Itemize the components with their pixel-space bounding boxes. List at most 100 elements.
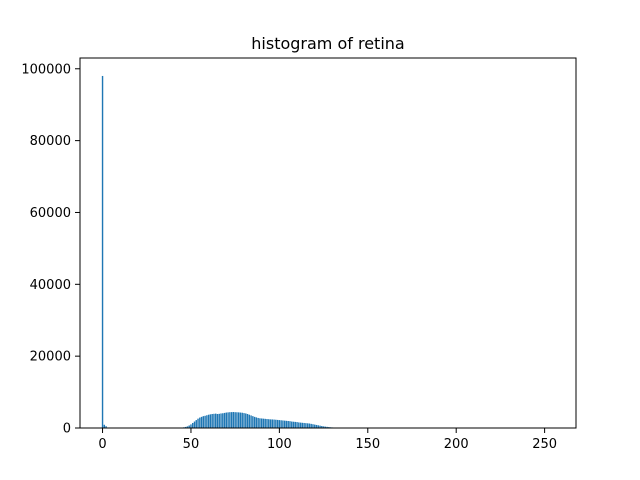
histogram-bar <box>197 418 199 428</box>
histogram-bar <box>283 420 286 428</box>
histogram-bar <box>266 419 268 428</box>
histogram-bar <box>278 420 281 428</box>
histogram-bar <box>296 422 298 428</box>
histogram-bar <box>289 421 291 428</box>
histogram-bar <box>202 416 205 428</box>
histogram-bar <box>234 412 236 428</box>
histogram-bar <box>315 424 318 428</box>
histogram-bar <box>186 426 189 428</box>
histogram-bar <box>322 426 325 428</box>
histogram-bar <box>190 424 192 428</box>
histogram-bar <box>216 413 219 428</box>
histogram-bar <box>298 422 300 428</box>
histogram-bar <box>326 426 328 428</box>
chart-title: histogram of retina <box>251 34 404 53</box>
histogram-bar <box>193 421 196 428</box>
histogram-bar <box>306 423 309 428</box>
y-tick-label: 40000 <box>30 278 71 293</box>
bars-group <box>101 75 555 428</box>
histogram-bar <box>245 413 247 428</box>
plot-frame <box>79 57 577 429</box>
histogram-bar <box>299 422 302 428</box>
x-tick-label: 0 <box>98 437 106 452</box>
histogram-bar <box>285 420 288 428</box>
histogram-bar <box>314 424 316 428</box>
histogram-bar <box>105 426 107 428</box>
histogram-bar <box>103 424 106 428</box>
histogram-bar <box>200 416 203 428</box>
y-axis: 0 20000 40000 60000 80000 100000 <box>21 62 80 437</box>
histogram-bar <box>268 419 270 428</box>
x-tick-label: 150 <box>355 437 380 452</box>
histogram-bar <box>207 414 210 428</box>
histogram-bar <box>206 415 208 428</box>
y-tick-label: 80000 <box>30 134 71 149</box>
histogram-bar <box>273 419 275 428</box>
histogram-bar <box>269 419 272 428</box>
histogram-bar <box>211 413 213 428</box>
histogram-bar <box>220 413 222 428</box>
histogram-bar <box>262 418 265 428</box>
histogram-bar <box>259 418 261 428</box>
histogram-bar <box>317 425 319 428</box>
histogram-bar <box>275 419 277 428</box>
histogram-bar <box>321 426 323 428</box>
histogram-bar <box>225 412 228 428</box>
histogram-bar <box>292 421 295 428</box>
histogram-bar <box>303 422 305 428</box>
x-tick-label: 100 <box>267 437 292 452</box>
histogram-bar <box>204 415 206 428</box>
histogram-bar <box>282 420 284 428</box>
histogram-bar <box>223 412 226 428</box>
histogram-bar <box>248 414 251 428</box>
histogram-bar <box>237 412 240 428</box>
y-tick-label: 60000 <box>30 206 71 221</box>
histogram-bar <box>227 412 229 428</box>
histogram-bar <box>188 425 190 428</box>
histogram-bar <box>222 413 224 428</box>
histogram-bar <box>213 413 215 428</box>
histogram-bar <box>301 422 304 428</box>
histogram-bar <box>264 418 266 428</box>
histogram-bar <box>236 412 238 428</box>
histogram-bar <box>218 413 220 428</box>
histogram-bar <box>291 421 293 428</box>
histogram-bar <box>280 420 282 428</box>
histogram-bar <box>195 420 197 428</box>
histogram-bar <box>241 412 243 428</box>
histogram-bar <box>250 415 252 428</box>
histogram-bar <box>101 75 104 428</box>
histogram-bar <box>199 417 201 428</box>
x-axis: 0 50 100 150 200 250 <box>98 428 557 452</box>
y-tick-label: 100000 <box>21 62 71 77</box>
histogram-bar <box>246 413 249 428</box>
histogram-bar <box>215 413 217 428</box>
histogram-bar <box>310 423 312 428</box>
histogram-bar <box>257 417 259 428</box>
histogram-bar <box>294 421 296 428</box>
histogram-bar <box>312 424 314 428</box>
histogram-bar <box>192 422 194 428</box>
histogram-bar <box>260 418 263 428</box>
histogram-bar <box>324 426 327 428</box>
histogram-bar <box>271 419 274 428</box>
histogram-bar <box>253 416 256 428</box>
histogram-bar <box>255 417 258 428</box>
x-tick-label: 50 <box>183 437 200 452</box>
histogram-bar <box>252 416 254 428</box>
y-tick-label: 20000 <box>30 350 71 365</box>
histogram-bar <box>276 419 279 428</box>
y-tick-label: 0 <box>63 422 71 437</box>
x-tick-label: 200 <box>444 437 469 452</box>
histogram-bar <box>230 412 233 428</box>
histogram-bar <box>287 420 289 428</box>
histogram-bar <box>232 412 235 428</box>
histogram-bar <box>239 412 242 428</box>
histogram-bar <box>209 414 212 428</box>
histogram-bar <box>184 426 187 428</box>
histogram-bar <box>305 423 307 428</box>
x-tick-label: 250 <box>532 437 557 452</box>
histogram-bar <box>243 413 245 428</box>
histogram-bar <box>319 425 321 428</box>
